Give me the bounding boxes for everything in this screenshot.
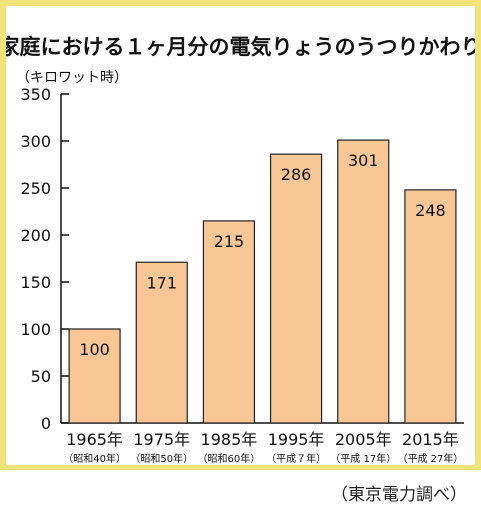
- bar-value-label: 286: [281, 165, 312, 184]
- chart-panel: 家庭における１ヶ月分の電気りょうのうつりかわり （キロワット時） 0 50 100 1…: [6, 6, 475, 465]
- y-tick-label: 50: [31, 367, 51, 386]
- bar: [135, 261, 188, 424]
- x-axis: 1965年 （昭和40年） 1975年 （昭和50年） 1985年 （昭和60年） 1995…: [63, 430, 463, 465]
- y-tick-label: 350: [20, 85, 51, 104]
- x-tick-sublabel: （平成７年）: [266, 452, 326, 465]
- bar-chart: 家庭における１ヶ月分の電気りょうのうつりかわり （キロワット時） 0501001…: [6, 35, 475, 465]
- chart-title: 家庭における１ヶ月分の電気りょうのうつりかわり: [6, 35, 475, 59]
- y-tick-label: 100: [20, 320, 51, 339]
- x-tick-sublabel: （平成 17年）: [330, 452, 396, 465]
- bar: [269, 153, 323, 424]
- bar: [337, 139, 390, 424]
- bar: [404, 189, 457, 424]
- x-tick-sublabel: （平成 27年）: [397, 452, 463, 465]
- source-note: （東京電力調べ）: [331, 485, 467, 505]
- y-tick-label: 250: [20, 179, 51, 198]
- y-tick-label: 0: [41, 414, 51, 433]
- bar-value-label: 171: [146, 273, 177, 292]
- x-tick-label: 1985年: [201, 430, 258, 449]
- y-axis: 0 50 100 150 200 250 300 350: [20, 85, 464, 433]
- bar-value-label: 248: [415, 201, 446, 220]
- bar-value-label: 100: [79, 340, 110, 359]
- y-axis-label: （キロワット時）: [16, 70, 128, 86]
- bars: 100 171 215 286 301 248: [68, 139, 457, 424]
- x-tick-label: 1975年: [133, 430, 190, 449]
- chart-frame: 家庭における１ヶ月分の電気りょうのうつりかわり （キロワット時） 0 50 100 1…: [0, 0, 481, 470]
- y-tick-label: 200: [20, 226, 51, 245]
- y-tick-label: 150: [20, 273, 51, 292]
- bar-value-label: 215: [214, 232, 245, 251]
- x-tick-sublabel: （昭和60年）: [198, 452, 261, 465]
- bar: [202, 220, 256, 424]
- bar: [68, 328, 121, 424]
- bar-value-label: 301: [348, 151, 379, 170]
- y-tick-label: 300: [20, 132, 51, 151]
- x-tick-label: 2015年: [402, 430, 459, 449]
- x-tick-label: 1965年: [66, 430, 123, 449]
- x-tick-sublabel: （昭和40年）: [63, 452, 126, 465]
- x-tick-sublabel: （昭和50年）: [130, 452, 193, 465]
- x-tick-label: 2005年: [335, 430, 392, 449]
- x-tick-label: 1995年: [268, 430, 325, 449]
